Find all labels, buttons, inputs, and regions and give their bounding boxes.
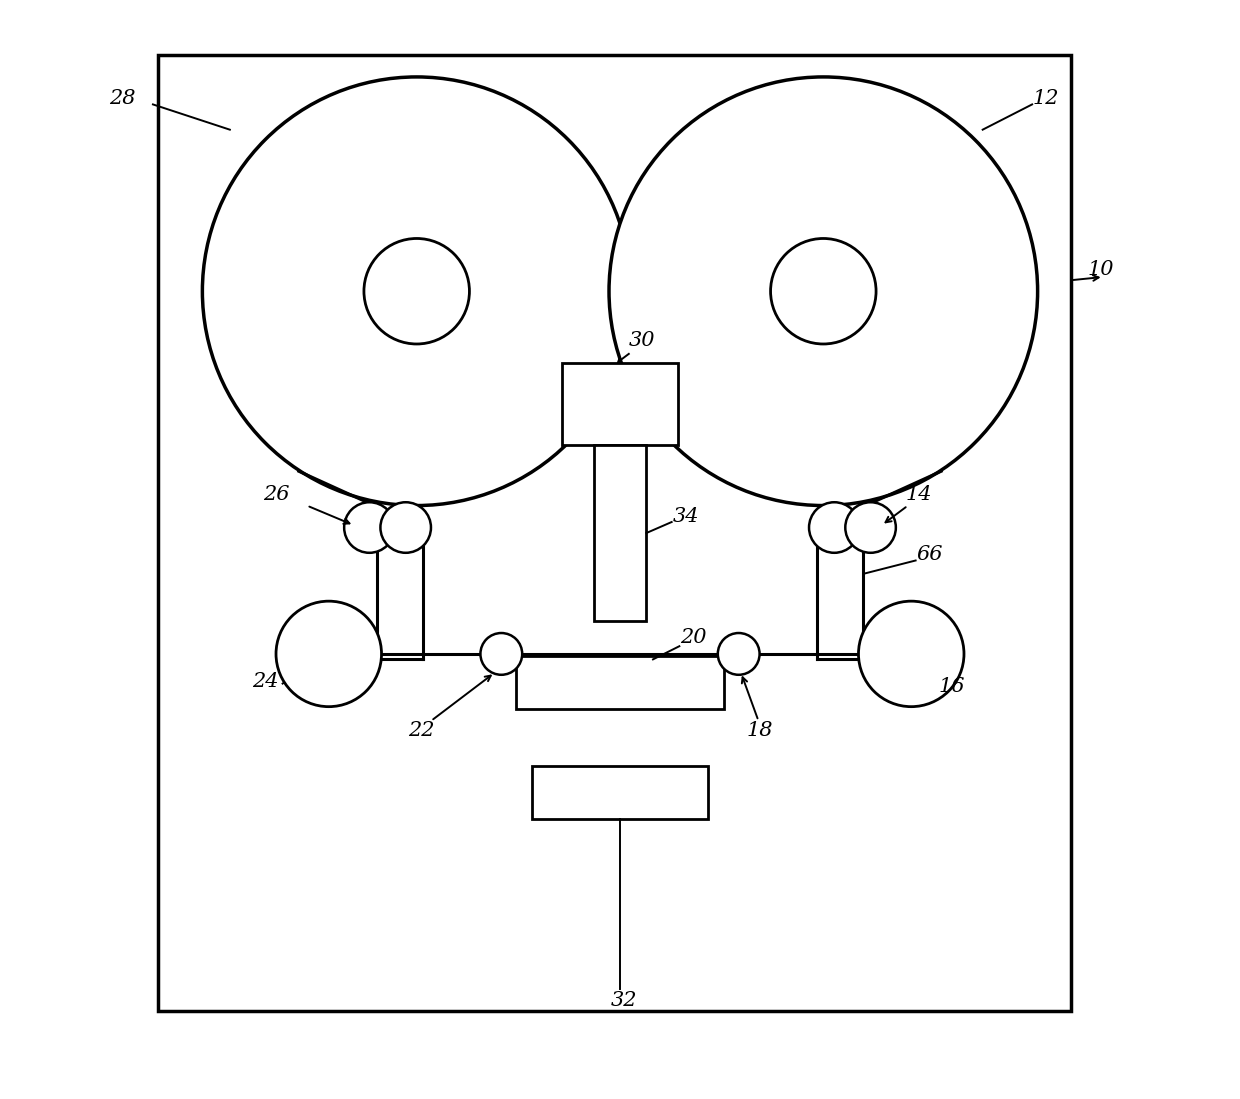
Circle shape — [345, 502, 394, 553]
Circle shape — [846, 502, 895, 553]
Text: 28: 28 — [109, 89, 135, 109]
Text: 24: 24 — [252, 671, 278, 691]
Text: 10: 10 — [1087, 259, 1114, 279]
Text: 32: 32 — [611, 990, 637, 1010]
Text: 20: 20 — [681, 628, 707, 647]
Text: 16: 16 — [939, 677, 965, 697]
Bar — [562, 363, 678, 445]
Circle shape — [718, 633, 760, 675]
Circle shape — [480, 633, 522, 675]
Circle shape — [363, 238, 470, 344]
Circle shape — [277, 601, 382, 707]
Bar — [159, 55, 1070, 1011]
Bar — [516, 656, 724, 709]
Text: 34: 34 — [673, 507, 699, 526]
Circle shape — [770, 238, 877, 344]
Text: 14: 14 — [905, 485, 932, 504]
Circle shape — [858, 601, 963, 707]
Text: 12: 12 — [1032, 89, 1059, 109]
Circle shape — [202, 77, 631, 506]
Bar — [532, 766, 708, 819]
Text: 26: 26 — [263, 485, 289, 504]
Bar — [594, 445, 646, 621]
Circle shape — [381, 502, 432, 553]
Text: 66: 66 — [916, 545, 944, 565]
Circle shape — [808, 502, 859, 553]
Text: 30: 30 — [629, 331, 655, 351]
Text: 22: 22 — [408, 721, 434, 741]
Circle shape — [609, 77, 1038, 506]
Text: 18: 18 — [746, 721, 773, 741]
